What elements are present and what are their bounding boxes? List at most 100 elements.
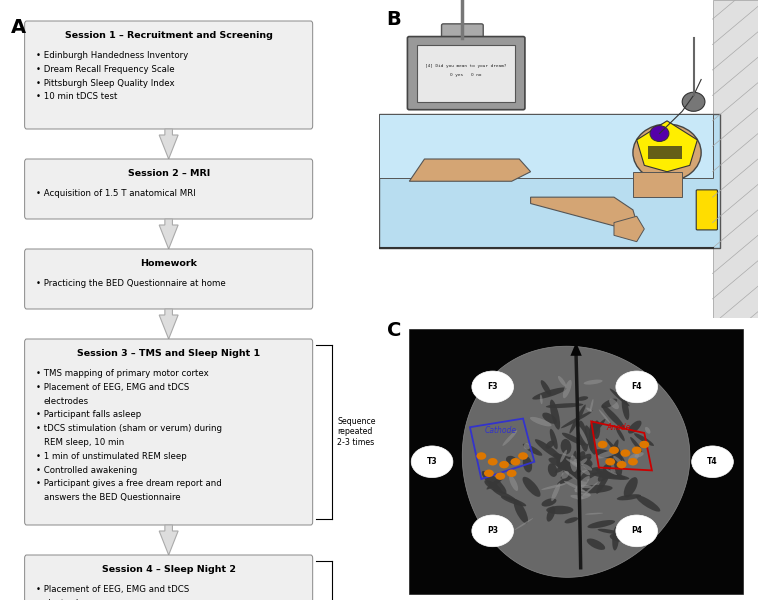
Ellipse shape	[628, 453, 639, 462]
Polygon shape	[531, 197, 637, 229]
Circle shape	[471, 371, 513, 403]
Ellipse shape	[581, 464, 592, 470]
FancyBboxPatch shape	[24, 21, 312, 129]
Circle shape	[609, 446, 619, 454]
Ellipse shape	[562, 458, 589, 466]
Ellipse shape	[582, 482, 598, 496]
Text: • Acquisition of 1.5 T anatomical MRI: • Acquisition of 1.5 T anatomical MRI	[36, 189, 196, 198]
Circle shape	[506, 470, 517, 477]
Ellipse shape	[564, 459, 580, 481]
Ellipse shape	[578, 421, 588, 452]
Ellipse shape	[503, 430, 517, 446]
Polygon shape	[652, 166, 682, 178]
Ellipse shape	[595, 469, 625, 479]
Circle shape	[615, 371, 658, 403]
Ellipse shape	[553, 454, 585, 470]
Ellipse shape	[561, 457, 591, 479]
Ellipse shape	[609, 398, 619, 409]
Ellipse shape	[542, 413, 557, 424]
Circle shape	[488, 458, 497, 466]
Text: • Edinburgh Handedness Inventory: • Edinburgh Handedness Inventory	[36, 51, 188, 60]
Text: O yes   O no: O yes O no	[450, 73, 482, 77]
Ellipse shape	[530, 417, 552, 427]
Ellipse shape	[565, 517, 578, 523]
Ellipse shape	[578, 426, 588, 444]
Ellipse shape	[551, 483, 560, 501]
FancyBboxPatch shape	[24, 159, 312, 219]
Ellipse shape	[617, 494, 641, 500]
Ellipse shape	[540, 380, 551, 395]
Polygon shape	[462, 346, 690, 577]
Ellipse shape	[548, 463, 557, 477]
Ellipse shape	[540, 394, 543, 404]
Circle shape	[471, 515, 513, 547]
Text: answers the BED Questionnaire: answers the BED Questionnaire	[44, 493, 180, 502]
Text: • Pittsburgh Sleep Quality Index: • Pittsburgh Sleep Quality Index	[36, 79, 174, 88]
Ellipse shape	[547, 506, 573, 514]
Text: • Participant gives a free dream report and: • Participant gives a free dream report …	[36, 479, 222, 488]
Polygon shape	[159, 525, 178, 555]
Ellipse shape	[578, 464, 590, 475]
Text: F3: F3	[487, 382, 498, 391]
Ellipse shape	[541, 498, 556, 506]
Ellipse shape	[578, 454, 591, 466]
Ellipse shape	[564, 481, 585, 492]
Ellipse shape	[599, 409, 610, 423]
Text: B: B	[387, 10, 401, 29]
Circle shape	[476, 452, 487, 460]
Ellipse shape	[615, 427, 625, 441]
Ellipse shape	[597, 470, 611, 494]
Text: • Dream Recall Frequency Scale: • Dream Recall Frequency Scale	[36, 65, 174, 74]
Ellipse shape	[587, 520, 615, 529]
Ellipse shape	[579, 485, 592, 488]
Ellipse shape	[522, 477, 540, 497]
Ellipse shape	[546, 403, 584, 408]
Text: • Participant falls asleep: • Participant falls asleep	[36, 410, 141, 419]
Circle shape	[633, 124, 701, 181]
Ellipse shape	[590, 399, 594, 412]
Circle shape	[628, 458, 638, 466]
Text: electrodes: electrodes	[44, 397, 89, 406]
Ellipse shape	[609, 533, 628, 542]
Ellipse shape	[523, 456, 532, 472]
Text: • Practicing the BED Questionnaire at home: • Practicing the BED Questionnaire at ho…	[36, 279, 226, 288]
Ellipse shape	[636, 495, 660, 512]
Polygon shape	[159, 219, 178, 249]
Ellipse shape	[644, 143, 720, 182]
Ellipse shape	[573, 459, 581, 464]
Ellipse shape	[578, 458, 587, 466]
Text: • TMS mapping of primary motor cortex: • TMS mapping of primary motor cortex	[36, 369, 208, 378]
Ellipse shape	[560, 450, 567, 463]
Text: REM sleep, 10 min: REM sleep, 10 min	[44, 438, 124, 447]
Polygon shape	[159, 309, 178, 339]
Ellipse shape	[597, 529, 619, 534]
Text: C: C	[387, 320, 401, 340]
Ellipse shape	[590, 419, 606, 436]
Ellipse shape	[482, 471, 506, 494]
Ellipse shape	[568, 473, 587, 482]
Text: electrodes: electrodes	[44, 599, 89, 600]
Ellipse shape	[594, 421, 600, 439]
Ellipse shape	[630, 437, 642, 452]
Circle shape	[682, 92, 705, 112]
Ellipse shape	[584, 461, 592, 471]
Text: Homework: Homework	[140, 259, 197, 268]
Ellipse shape	[524, 443, 531, 449]
Ellipse shape	[597, 470, 612, 478]
Ellipse shape	[645, 427, 650, 434]
Ellipse shape	[547, 506, 556, 521]
FancyBboxPatch shape	[696, 190, 717, 230]
Circle shape	[650, 125, 669, 142]
Ellipse shape	[601, 398, 617, 408]
Ellipse shape	[555, 460, 572, 473]
Ellipse shape	[501, 496, 526, 506]
Ellipse shape	[628, 421, 641, 434]
Circle shape	[499, 461, 509, 469]
Text: • 1 min of unstimulated REM sleep: • 1 min of unstimulated REM sleep	[36, 452, 186, 461]
FancyBboxPatch shape	[24, 249, 312, 309]
Text: Cathode: Cathode	[485, 425, 517, 434]
Ellipse shape	[563, 380, 572, 398]
Ellipse shape	[614, 446, 622, 478]
Text: Session 3 – TMS and Sleep Night 1: Session 3 – TMS and Sleep Night 1	[77, 349, 260, 358]
Circle shape	[632, 446, 641, 454]
